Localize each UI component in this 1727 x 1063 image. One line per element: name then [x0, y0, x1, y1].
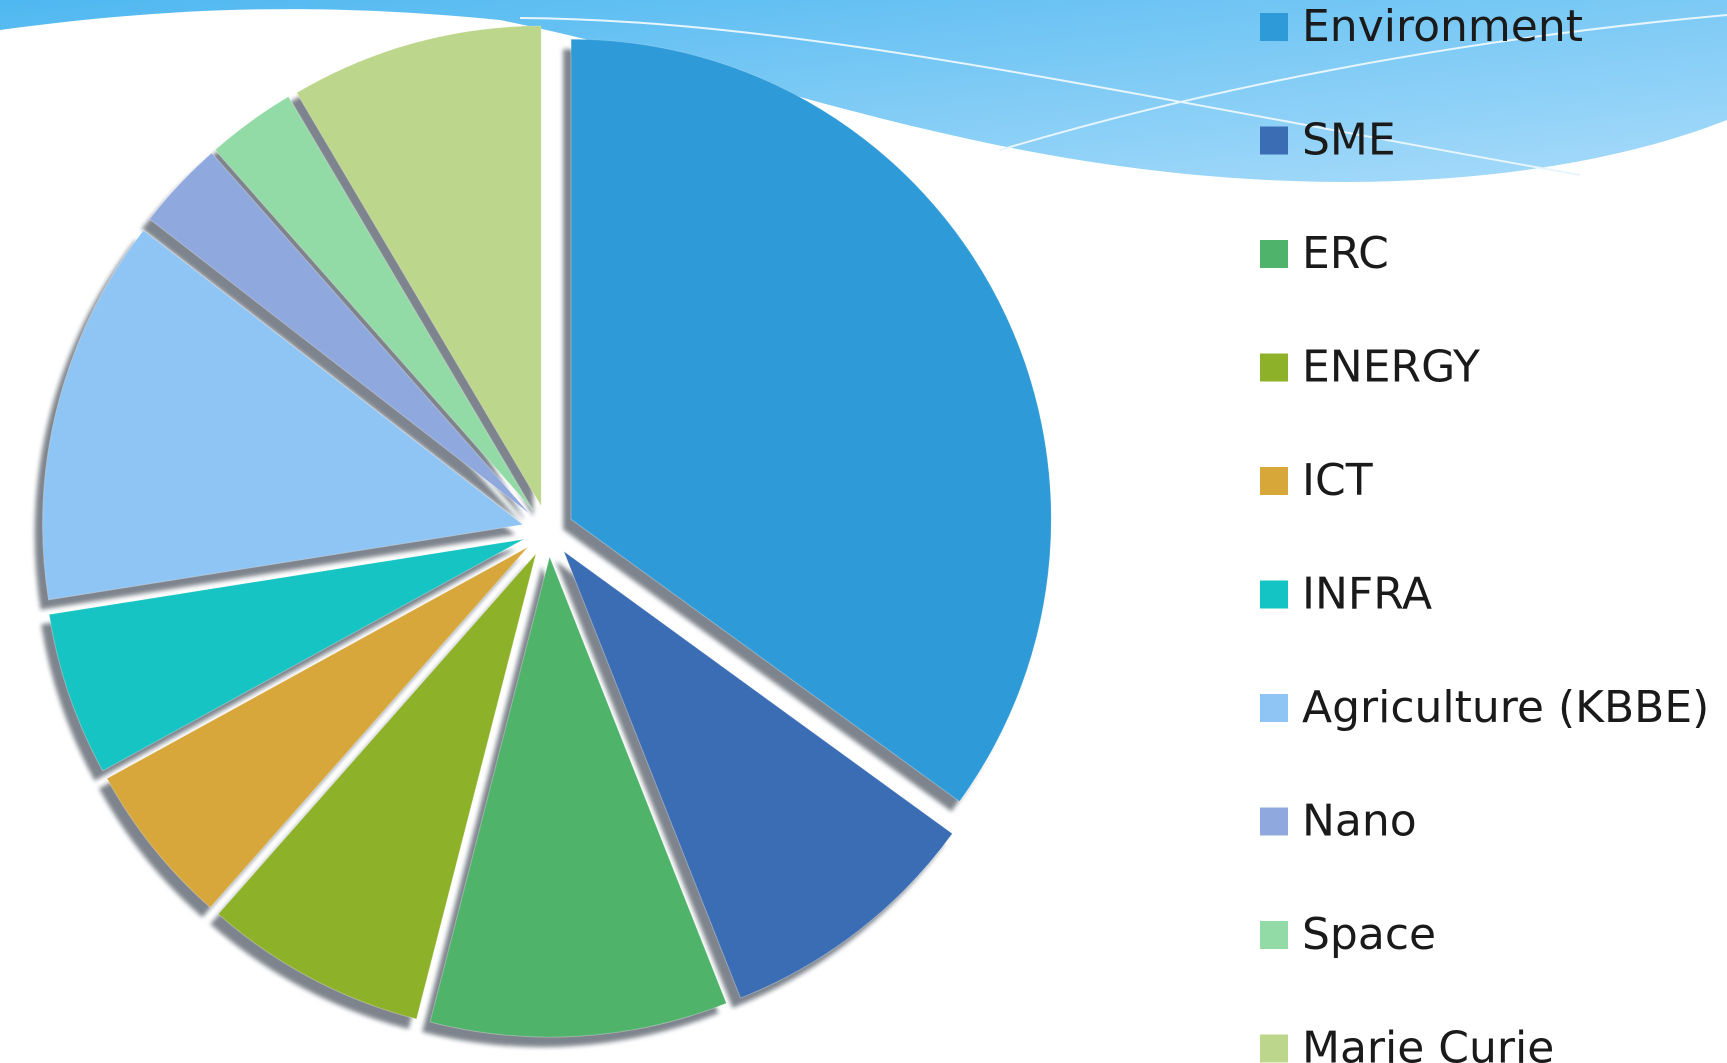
legend-label: INFRA: [1302, 569, 1432, 620]
header-line: [519, 17, 1581, 176]
pie-slice: [217, 553, 537, 1020]
legend-swatch: [1260, 1034, 1288, 1063]
legend-label: Environment: [1302, 1, 1583, 52]
pie-slice: [149, 152, 530, 514]
pie-slice: [429, 555, 727, 1038]
legend-swatch: [1260, 240, 1288, 268]
header-line: [999, 14, 1727, 151]
legend-label: Marie Curie: [1302, 1023, 1554, 1063]
legend-label: Nano: [1302, 796, 1417, 847]
legend-swatch: [1260, 353, 1288, 382]
legend-label: Agriculture (KBBE): [1302, 682, 1709, 733]
legend-swatch: [1260, 126, 1288, 155]
pie-slice: [570, 38, 1052, 803]
legend-swatch: [1260, 580, 1288, 609]
pie-slice: [42, 229, 525, 601]
legend-swatch: [1260, 467, 1288, 495]
legend-label: ERC: [1302, 228, 1389, 279]
legend-swatch: [1260, 921, 1288, 949]
pie-slice: [106, 546, 529, 909]
pie-slice: [296, 25, 542, 508]
pie: [42, 25, 1052, 1038]
pie-slice: [48, 538, 524, 772]
legend-swatch: [1260, 13, 1288, 41]
legend-swatch: [1260, 807, 1288, 836]
pie-slice: [562, 550, 953, 999]
pie-slice: [214, 96, 534, 511]
legend-label: Space: [1302, 909, 1436, 960]
legend-label: ICT: [1302, 455, 1373, 506]
legend-label: SME: [1302, 115, 1396, 166]
legend: Environment SME ERC ENERGY ICT INFRA Agricultu…: [1260, 1, 1709, 1063]
legend-label: ENERGY: [1302, 342, 1480, 393]
header-wave: [0, 0, 1727, 182]
legend-swatch: [1260, 694, 1288, 722]
